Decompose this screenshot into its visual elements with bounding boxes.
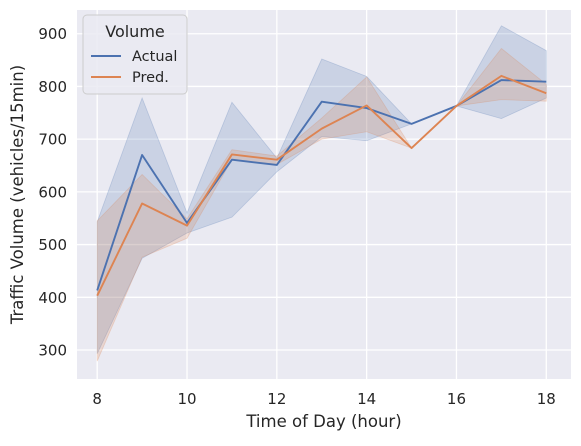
series-line xyxy=(96,79,547,291)
x-tick-label: 10 xyxy=(177,390,196,408)
tick-labels: 8 10 12 14 16 18 300 400 500 600 700 800 900 xyxy=(38,25,555,408)
legend-box xyxy=(82,14,188,95)
series-lines xyxy=(96,74,547,297)
x-tick-label: 16 xyxy=(447,390,466,408)
y-tick-label: 900 xyxy=(38,25,67,43)
y-tick-label: 500 xyxy=(38,236,67,254)
series-line xyxy=(96,74,547,297)
confidence-band xyxy=(96,25,547,354)
legend-title: Volume xyxy=(105,22,165,41)
y-tick-label: 300 xyxy=(38,342,67,360)
y-tick-label: 700 xyxy=(38,131,67,149)
x-tick-label: 14 xyxy=(357,390,376,408)
legend-entries: Actual Pred. xyxy=(91,49,177,86)
legend: Volume Actual Pred. xyxy=(82,14,188,95)
y-tick-label: 400 xyxy=(38,289,67,307)
x-tick-label: 8 xyxy=(92,390,102,408)
x-tick-label: 12 xyxy=(267,390,286,408)
y-tick-label: 600 xyxy=(38,183,67,201)
legend-label: Actual xyxy=(132,49,177,65)
y-axis-label: Traffic Volume (vehicles/15min) xyxy=(8,65,27,325)
x-axis-label: Time of Day (hour) xyxy=(245,412,401,431)
y-tick-label: 800 xyxy=(38,78,67,96)
legend-label: Pred. xyxy=(132,70,169,86)
grid xyxy=(77,10,571,379)
x-tick-label: 18 xyxy=(537,390,556,408)
